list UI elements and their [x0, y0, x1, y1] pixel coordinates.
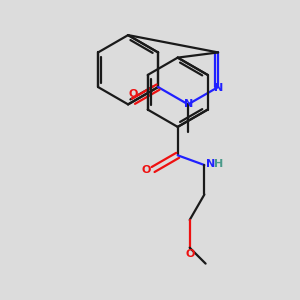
- Text: N: N: [214, 82, 223, 93]
- Text: N: N: [206, 159, 215, 170]
- Text: O: O: [186, 249, 195, 260]
- Text: O: O: [141, 164, 151, 175]
- Text: N: N: [184, 99, 193, 109]
- Text: H: H: [214, 159, 224, 170]
- Text: O: O: [129, 89, 138, 99]
